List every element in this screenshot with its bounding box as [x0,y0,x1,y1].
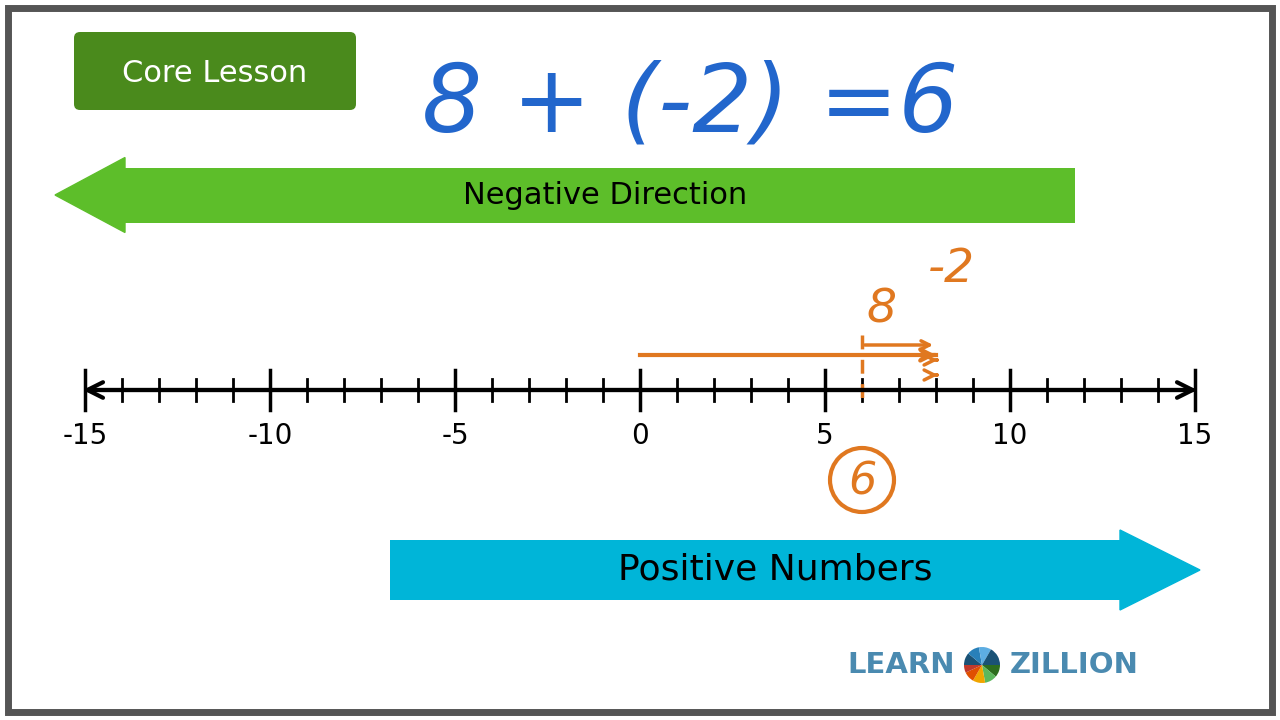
Text: -2: -2 [928,248,974,292]
Wedge shape [973,665,986,683]
Text: 15: 15 [1178,422,1212,450]
Wedge shape [964,654,982,665]
Text: 0: 0 [631,422,649,450]
Text: -10: -10 [247,422,293,450]
Text: LEARN: LEARN [847,651,955,679]
FancyBboxPatch shape [125,168,1075,222]
Wedge shape [982,665,1000,677]
Text: 8: 8 [867,287,896,333]
Wedge shape [968,647,982,665]
Text: 6: 6 [847,461,877,503]
Text: Negative Direction: Negative Direction [463,181,748,210]
Wedge shape [964,665,982,672]
Wedge shape [982,665,996,683]
Polygon shape [55,158,125,233]
FancyBboxPatch shape [390,540,1120,600]
Text: -15: -15 [63,422,108,450]
Polygon shape [1120,530,1201,610]
Text: ZILLION: ZILLION [1010,651,1139,679]
Text: 8 + (-2) =6: 8 + (-2) =6 [421,60,959,150]
FancyBboxPatch shape [74,32,356,110]
Wedge shape [965,665,982,680]
Text: 10: 10 [992,422,1028,450]
Wedge shape [982,649,1000,665]
Text: 5: 5 [817,422,833,450]
Text: Core Lesson: Core Lesson [123,58,307,88]
Text: Positive Numbers: Positive Numbers [618,553,932,587]
Wedge shape [979,647,991,665]
Text: -5: -5 [442,422,468,450]
